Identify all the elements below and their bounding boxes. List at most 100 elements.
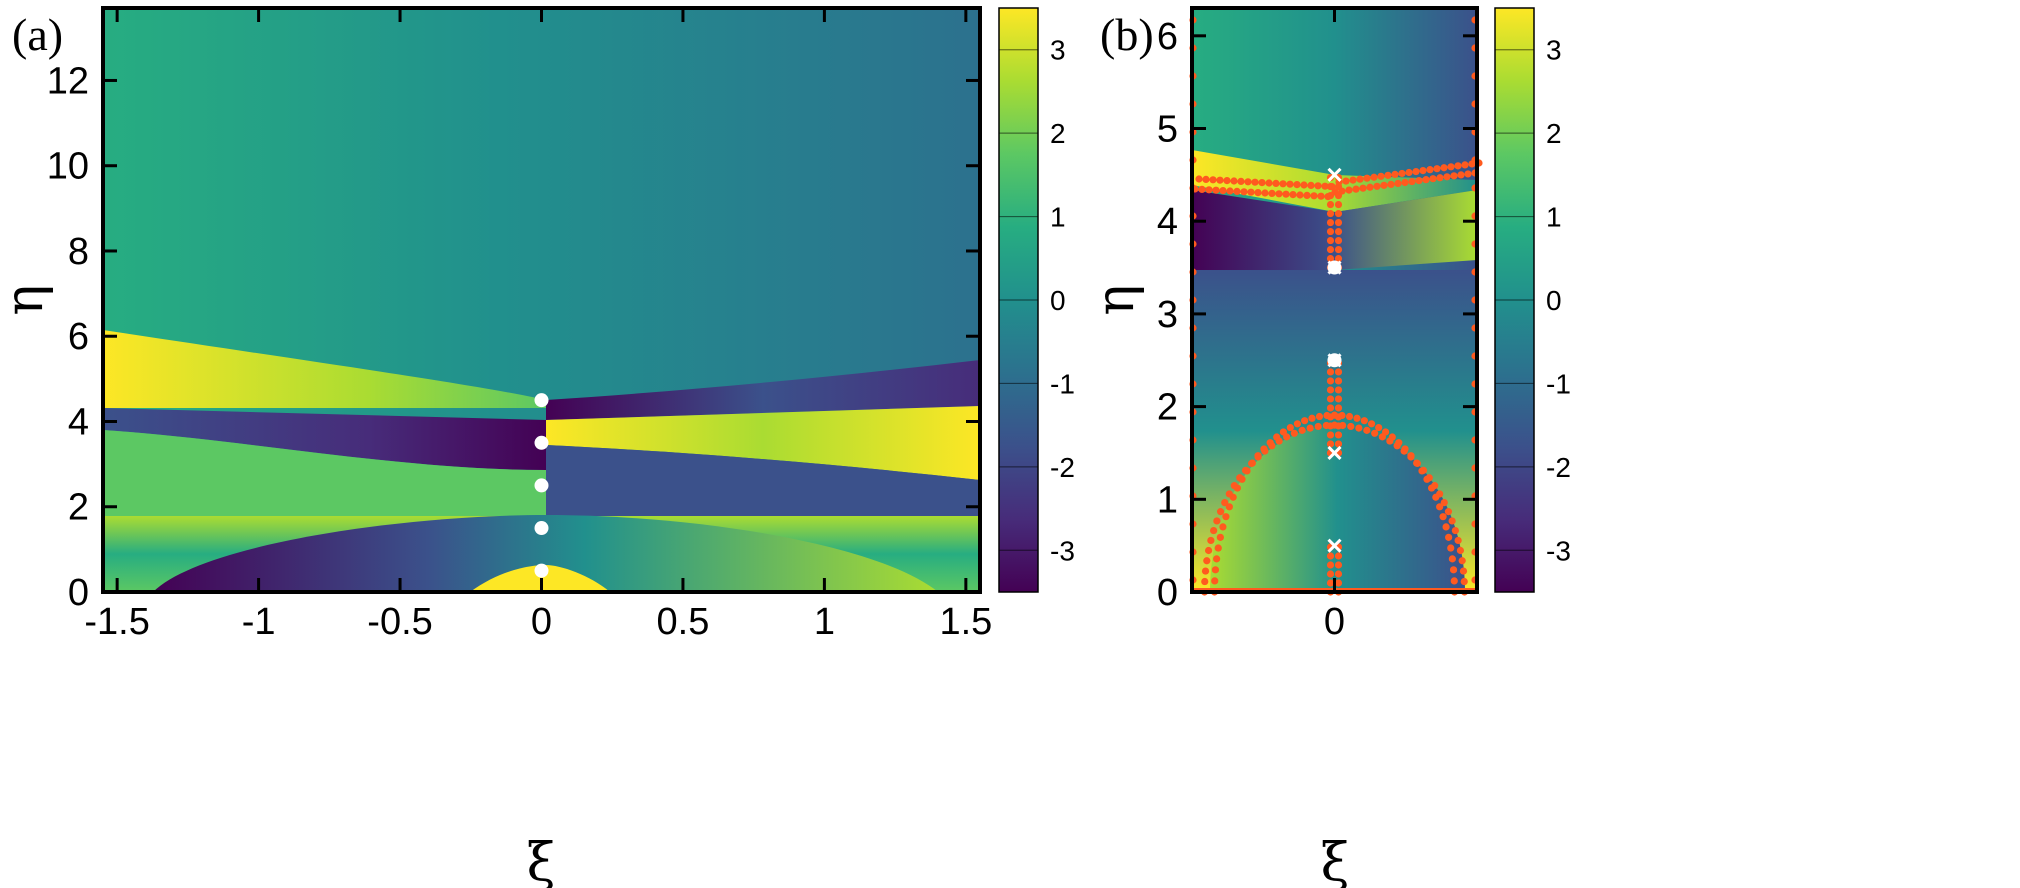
curve-dot-upper [1380,181,1388,189]
curve-dot-arch [1459,567,1468,575]
curve-dot-vertical [1326,579,1335,587]
colorbar-tick-label-a: -3 [1050,535,1075,566]
curve-dot-arch [1401,445,1409,453]
curve-dot-vertical [1334,413,1343,421]
curve-dot-vertical [1334,386,1343,394]
curve-dot-upper [1464,170,1472,178]
curve-dot-upper [1261,189,1269,197]
curve-dot-upper [1433,165,1441,173]
curve-dot-upper [1226,187,1234,195]
curve-dot-upper [1405,168,1413,177]
curve-dot-upper [1426,166,1434,174]
y-tick-label-b: 1 [1157,479,1178,521]
curve-dot-arch [1314,422,1322,431]
curve-dot-arch [1355,424,1363,432]
curve-dot-upper [1265,179,1273,187]
curve-dot-arch [1388,433,1396,441]
curve-dot-vertical [1326,377,1335,385]
curve-dot-vertical [1326,182,1335,191]
curve-dot-upper [1282,190,1290,198]
curve-dot-arch [1214,544,1222,552]
curve-dot-vertical [1326,431,1335,439]
curve-dot-arch [1432,493,1440,501]
cross-marker-b [1327,260,1342,275]
colorbar-tick-label-a: 0 [1050,285,1066,316]
y-tick-label-b: 6 [1157,16,1178,58]
curve-dot-arch [1449,566,1458,574]
x-tick-label-b: 0 [1324,601,1345,643]
curve-dot-upper [1258,179,1266,187]
x-tick-label-a: 0.5 [657,601,710,643]
curve-dot-upper [1422,176,1430,184]
curve-dot-upper [1394,179,1402,188]
curve-dot-arch [1442,523,1450,531]
curve-dot-arch [1418,467,1426,475]
curve-dot-upper [1314,182,1322,190]
colorbar-tick-label-b: 0 [1546,285,1562,316]
y-tick-label-a: 6 [68,316,89,358]
curve-dot-upper [1429,175,1437,183]
curve-dot-upper [1275,190,1283,198]
curve-dot-arch [1440,498,1448,507]
curve-dot-upper [1307,181,1315,189]
y-axis-label-b: η [1086,284,1146,315]
curve-dot-upper [1233,187,1241,195]
curve-dot-vertical [1326,368,1335,376]
curve-dot-upper [1349,176,1357,184]
curve-dot-upper [1398,169,1406,178]
curve-dot-arch [1236,474,1244,482]
curve-dot-arch [1207,536,1215,545]
curve-dot-arch [1230,482,1238,490]
curve-dot-arch [1450,577,1458,585]
curve-dot-upper [1244,178,1252,186]
x-tick-label-a: -1 [242,601,276,643]
colorbar-tick-label-b: -1 [1546,368,1571,399]
curve-dot-upper [1251,178,1259,186]
curve-dot-upper [1303,191,1311,199]
curve-dot-vertical [1326,191,1335,200]
curve-dot-arch [1216,508,1225,516]
curve-dot-upper [1268,189,1276,197]
y-tick-label-a: 12 [47,60,89,102]
curve-dot-vertical [1326,386,1335,394]
curve-dot-upper [1342,177,1350,185]
curve-dot-vertical [1326,227,1335,236]
colorbar-tick-label-a: 1 [1050,202,1066,233]
curve-dot-upper [1370,173,1378,181]
curve-dot-vertical [1326,395,1335,403]
curve-dot-upper [1419,167,1427,175]
panel-label-b: (b) [1100,9,1154,60]
curve-dot-upper [1216,176,1224,184]
curve-dot-upper [1237,177,1245,185]
curve-dot-vertical [1334,236,1343,245]
curve-dot-arch [1248,459,1256,468]
curve-dot-arch [1371,429,1379,437]
curve-dot-upper [1356,175,1364,183]
curve-dot-upper [1436,174,1444,182]
curve-dot-arch [1367,420,1376,428]
curve-dot-arch [1395,439,1403,447]
curve-dot-arch [1283,433,1291,441]
x-tick-label-a: 1.5 [939,601,992,643]
heatmap-b [1192,8,1477,592]
curve-dot-arch [1375,423,1383,432]
x-axis-label-a: ξ [527,833,556,888]
curve-dot-arch [1407,452,1415,460]
curve-dot-upper [1230,177,1238,185]
colorbar-tick-label-b: 1 [1546,202,1562,233]
curve-dot-upper [1366,183,1374,191]
curve-dot-arch [1448,555,1456,563]
curve-dot-vertical [1334,209,1343,218]
curve-dot-vertical [1326,570,1335,578]
curve-dot-upper [1293,181,1301,189]
curve-dot-vertical [1326,561,1335,569]
curve-dot-arch [1301,417,1309,425]
y-tick-label-a: 4 [68,401,89,443]
curve-dot-upper [1352,185,1360,193]
curve-dot-arch [1211,577,1219,585]
colorbar-a [998,7,1039,593]
curve-dot-upper [1300,181,1308,189]
curve-dot-arch [1210,526,1218,535]
curve-dot-upper [1447,163,1455,171]
curve-dot-arch [1204,546,1213,555]
